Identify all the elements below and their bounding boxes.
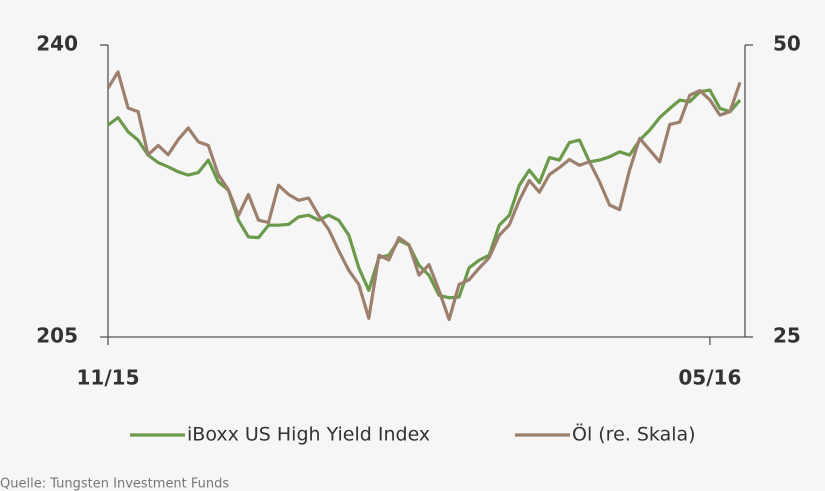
legend-label: Öl (re. Skala) [572, 423, 696, 446]
line [106, 70, 742, 322]
y2-tick-label: 50 [773, 32, 801, 56]
y-tick-label: 240 [36, 32, 78, 56]
legend-label: iBoxx US High Yield Index [187, 424, 430, 446]
x-tick-label: 11/15 [77, 366, 140, 390]
y-tick-label: 205 [36, 324, 78, 348]
y2-tick-label: 25 [773, 324, 801, 348]
source: Quelle: Tungsten Investment Funds [0, 477, 229, 491]
x-tick-label: 05/16 [678, 366, 741, 390]
